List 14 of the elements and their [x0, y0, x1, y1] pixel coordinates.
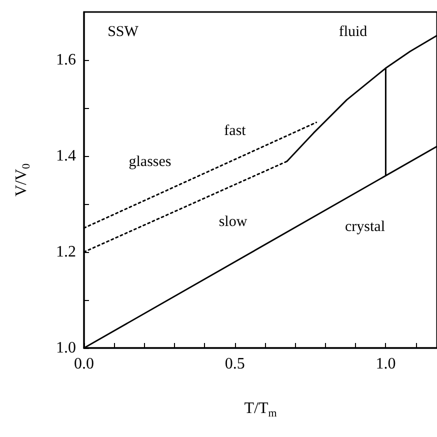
annotation: glasses: [128, 154, 172, 170]
annotation: fast: [224, 123, 247, 139]
annotation: crystal: [345, 219, 385, 235]
x-tick-label: 0.5: [224, 356, 245, 372]
y-tick-label: 1.4: [56, 148, 76, 164]
y-tick-label: 1.6: [56, 52, 76, 68]
y-tick-label: 1.0: [56, 340, 76, 356]
x-tick-label: 1.0: [376, 356, 396, 372]
x-tick-label: 0.0: [74, 356, 94, 372]
y-tick-label: 1.2: [56, 244, 76, 260]
annotation: slow: [218, 214, 248, 230]
annotation: SSW: [108, 24, 140, 40]
annotation: fluid: [338, 24, 368, 40]
y-axis-title: V/V0: [13, 162, 32, 197]
